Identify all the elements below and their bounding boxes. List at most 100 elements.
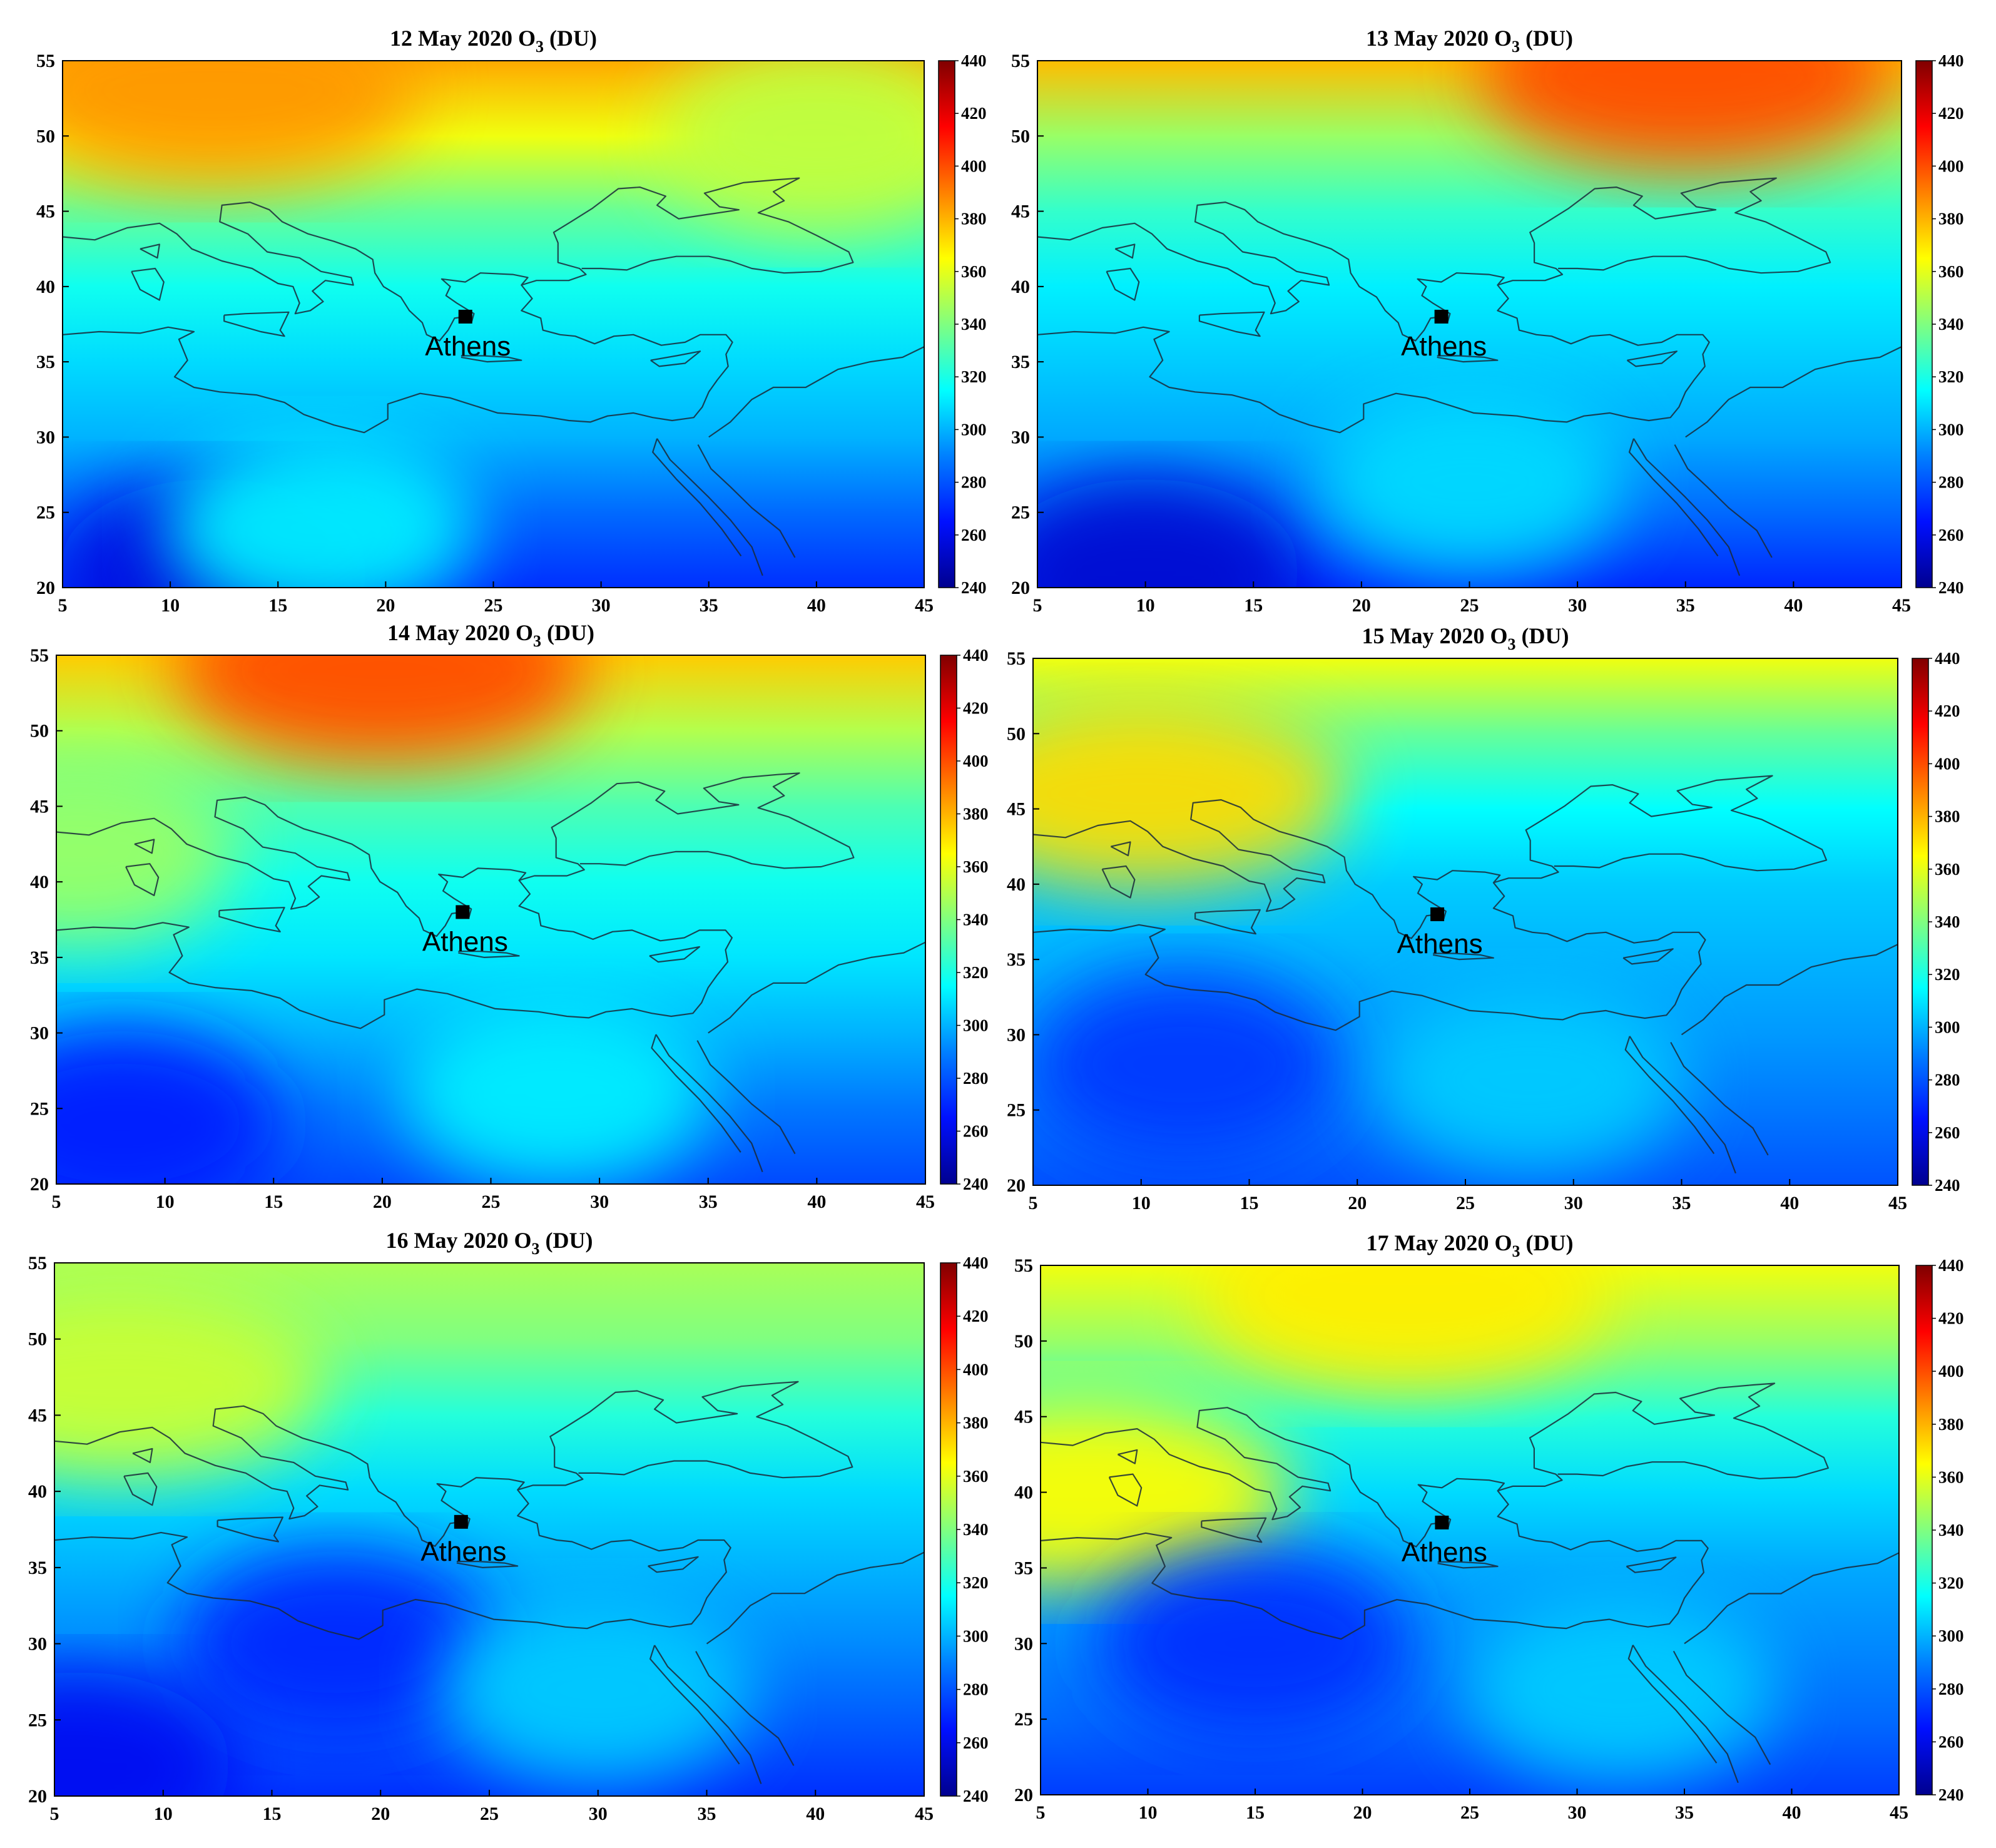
colorbar-tick-label: 400 [1935, 754, 1960, 773]
coastline [125, 863, 160, 896]
x-tick-label: 20 [373, 1192, 392, 1212]
coastline [649, 946, 700, 963]
colorbar: 240 260 280 300 320 340 360 380 400 420 440 [1915, 1256, 1964, 1804]
coastline [56, 772, 855, 937]
colorbar-tick-label: 340 [1938, 1521, 1964, 1539]
y-tick-label: 25 [1007, 1100, 1026, 1121]
colorbar-tick-label: 440 [963, 646, 989, 665]
colorbar-tick-label: 420 [1938, 104, 1964, 123]
colorbar-tick-label: 360 [963, 857, 989, 876]
coastline [1108, 1473, 1143, 1507]
ozone-local-high-region [165, 433, 478, 588]
colorbar-tick-label: 360 [1935, 860, 1960, 879]
athens-label: Athens [425, 331, 511, 362]
y-tick-label: 55 [1011, 51, 1030, 71]
ozone-field [1033, 658, 1898, 1185]
ozone-local-high-region [399, 999, 713, 1184]
x-tick-label: 15 [264, 1192, 283, 1212]
y-tick-label: 30 [1011, 427, 1030, 447]
ozone-low-region [56, 1029, 278, 1184]
coastline [1033, 882, 1706, 1031]
colorbar-tick-label: 440 [1938, 51, 1964, 70]
x-tick-label: 10 [1139, 1802, 1158, 1823]
colorbar-tick-label: 300 [1935, 1018, 1960, 1036]
coastline [1037, 177, 1831, 342]
x-tick-label: 25 [1456, 1193, 1475, 1213]
coastline [1628, 438, 1719, 557]
x-tick-label: 35 [1673, 1193, 1691, 1213]
colorbar: 240 260 280 300 320 340 360 380 400 420 440 [1912, 649, 1960, 1195]
x-tick-label: 30 [1568, 595, 1587, 616]
colorbar-scale [940, 1262, 957, 1797]
colorbar-tick-label: 440 [1935, 649, 1960, 668]
coastlines [63, 177, 924, 576]
coastline [132, 1447, 153, 1463]
colorbar-tick-label: 340 [963, 911, 989, 929]
coastline [655, 1034, 763, 1173]
colorbar-tick-label: 280 [1938, 473, 1964, 492]
coastline [63, 284, 733, 434]
panel-title: 13 May 2020 O3 (DU) [1366, 26, 1573, 56]
coastline [1627, 1645, 1718, 1764]
coastline [456, 1561, 519, 1568]
colorbar-tick-label: 380 [1938, 210, 1964, 228]
x-tick-label: 40 [807, 1192, 826, 1212]
y-tick-label: 20 [1011, 578, 1030, 598]
colorbar-tick-label: 320 [961, 367, 987, 386]
colorbar-tick-label: 260 [963, 1733, 989, 1752]
coastline [54, 1489, 731, 1640]
x-tick-label: 20 [371, 1804, 390, 1824]
x-tick-label: 20 [1352, 595, 1371, 616]
y-tick-label: 55 [30, 645, 49, 666]
y-tick-label: 35 [1007, 949, 1026, 970]
colorbar-tick-label: 380 [1938, 1415, 1964, 1434]
coastline [1041, 1382, 1829, 1548]
y-tick-label: 20 [28, 1786, 47, 1807]
coastline [695, 1651, 795, 1766]
coastline [223, 311, 290, 337]
colorbar-tick-label: 340 [1935, 912, 1960, 931]
colorbar-tick-label: 320 [963, 1573, 989, 1592]
ozone-local-high-region [441, 1595, 755, 1784]
x-tick-label: 35 [1676, 595, 1695, 616]
colorbar-tick-label: 340 [963, 1520, 989, 1539]
colorbar-tick-label: 260 [963, 1122, 989, 1141]
coastline [649, 1645, 740, 1765]
x-tick-label: 20 [376, 595, 395, 616]
ozone-high-region [1479, 61, 1892, 170]
coastline [1198, 311, 1265, 337]
x-tick-label: 45 [916, 1192, 935, 1212]
coastline [1037, 284, 1710, 434]
coastline [1670, 1041, 1769, 1156]
colorbar-tick-label: 320 [1935, 965, 1960, 984]
ozone-field [63, 61, 924, 588]
x-tick-label: 45 [915, 595, 934, 616]
colorbar-tick-label: 280 [1938, 1680, 1964, 1698]
y-tick-label: 35 [36, 352, 55, 372]
coastline [697, 444, 796, 558]
coastlines [1037, 177, 1902, 576]
coastline [1685, 346, 1902, 438]
x-tick-label: 30 [1568, 1802, 1587, 1823]
y-tick-label: 30 [28, 1634, 47, 1655]
coastline [56, 880, 733, 1029]
colorbar-tick-label: 380 [1935, 807, 1960, 826]
colorbar: 240 260 280 300 320 340 360 380 400 420 440 [940, 646, 989, 1193]
y-tick-label: 50 [1007, 723, 1026, 744]
colorbar-tick-label: 280 [963, 1680, 989, 1699]
coastline [218, 907, 285, 932]
y-tick-label: 40 [30, 872, 49, 892]
colorbar-tick-label: 360 [961, 262, 987, 281]
y-tick-label: 45 [1011, 202, 1030, 222]
x-tick-label: 40 [1784, 595, 1803, 616]
colorbar-tick-label: 300 [963, 1016, 989, 1035]
ozone-low-region [1037, 478, 1302, 588]
y-tick-label: 40 [36, 277, 55, 297]
coastline [708, 346, 924, 438]
colorbar-tick-label: 300 [963, 1626, 989, 1645]
x-tick-label: 15 [263, 1804, 282, 1824]
colorbar-tick-label: 300 [1938, 1626, 1964, 1645]
coastline [648, 1556, 699, 1573]
y-tick-label: 50 [28, 1329, 47, 1350]
